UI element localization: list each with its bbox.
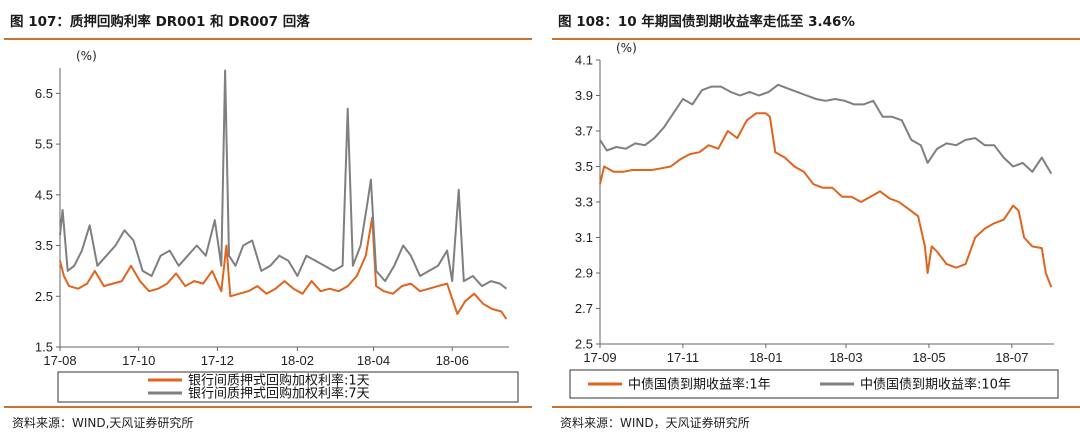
- y-tick-label: 3.5: [575, 159, 593, 174]
- series-line-short-term: [599, 112, 1053, 288]
- x-tick-label: 17-09: [583, 350, 616, 365]
- x-tick-label: 18-07: [995, 350, 1028, 365]
- x-tick-label: 18-04: [357, 353, 390, 368]
- y-tick-label: 2.5: [575, 337, 593, 352]
- x-tick-label: 18-02: [281, 353, 314, 368]
- chart-title: 图 108：10 年期国债到期收益率走低至 3.46%: [558, 14, 855, 30]
- y-tick-label: 4.5: [35, 187, 53, 202]
- chart-title: 图 107：质押回购利率 DR001 和 DR007 回落: [10, 14, 310, 30]
- source-rule: [4, 406, 532, 408]
- legend-box: [57, 371, 519, 403]
- y-tick-label: 3.9: [575, 88, 593, 103]
- y-tick-label: 3.7: [575, 124, 593, 139]
- x-tick-label: 17-10: [122, 353, 155, 368]
- legend-label: 中债国债到期收益率:10年: [860, 377, 1011, 393]
- chart-panel-bond-yield: 图 108：10 年期国债到期收益率走低至 3.46% (%) 2.5 2.7 2.9…: [552, 0, 1080, 441]
- chart-panel-dr-rates: 图 107：质押回购利率 DR001 和 DR007 回落 (%) 1.5 2.5 3…: [4, 0, 532, 441]
- x-tick-label: 18-06: [436, 353, 469, 368]
- y-unit-label: (%): [616, 41, 637, 55]
- series-line-long-term: [59, 69, 508, 290]
- x-tick-label: 17-08: [43, 353, 76, 368]
- y-tick-label: 4.1: [575, 53, 593, 68]
- y-unit-label: (%): [76, 49, 97, 63]
- y-tick-label: 3.3: [575, 195, 593, 210]
- series-line-short-term: [59, 216, 508, 320]
- title-rule: [4, 38, 532, 40]
- legend-box: [569, 369, 1059, 399]
- chart-source: 资料来源：WIND,天风证券研究所: [12, 416, 194, 430]
- chart-plot: (%) 2.5 2.7 2.9 3.1 3.3 3.5 3.7 3.9 4.1 17-09 17-11…: [569, 41, 1059, 399]
- source-rule: [552, 406, 1080, 408]
- x-tick-label: 18-05: [912, 350, 945, 365]
- x-tick-label: 17-12: [201, 353, 234, 368]
- legend-label: 中债国债到期收益率:1年: [628, 377, 771, 393]
- legend-label: 银行间质押式回购加权利率:1天: [188, 373, 370, 389]
- chart-plot: (%) 1.5 2.5 3.5 4.5 5.5 6.5 17-08 17-10 17-12 18-0…: [35, 49, 519, 403]
- y-tick-label: 5.5: [35, 137, 53, 152]
- x-tick-label: 17-11: [667, 350, 699, 365]
- y-tick-label: 2.5: [35, 289, 53, 304]
- y-tick-label: 3.5: [35, 238, 53, 253]
- y-tick-label: 2.9: [575, 266, 593, 281]
- x-tick-label: 18-01: [749, 350, 782, 365]
- chart-source: 资料来源：WIND，天风证券研究所: [560, 416, 750, 430]
- title-rule: [552, 38, 1080, 40]
- x-tick-label: 18-03: [829, 350, 862, 365]
- y-tick-label: 2.7: [575, 301, 593, 316]
- y-tick-label: 3.1: [575, 230, 593, 245]
- y-tick-label: 1.5: [35, 340, 53, 355]
- series-line-long-term: [599, 83, 1053, 175]
- legend-label: 银行间质押式回购加权利率:7天: [188, 386, 370, 402]
- y-tick-label: 6.5: [35, 86, 53, 101]
